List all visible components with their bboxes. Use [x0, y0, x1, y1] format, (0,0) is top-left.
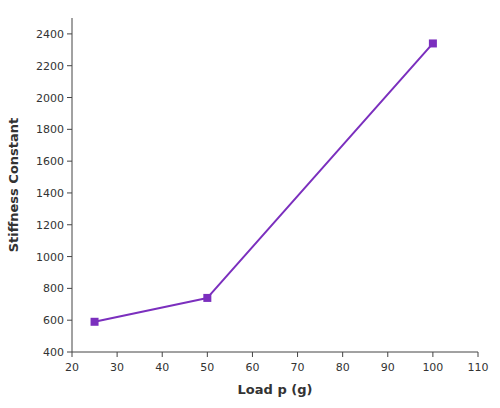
marker: [91, 318, 99, 326]
x-tick: [297, 352, 298, 357]
x-tick: [478, 352, 479, 357]
x-tick: [117, 352, 118, 357]
y-axis-label: Stiffness Constant: [6, 118, 21, 253]
x-tick-label: 20: [65, 361, 79, 374]
y-tick-label: 2400: [36, 28, 64, 41]
y-tick: [67, 352, 72, 353]
y-tick: [67, 33, 72, 34]
x-tick-label: 60: [245, 361, 259, 374]
y-tick-label: 1000: [36, 251, 64, 264]
x-axis-line: [72, 352, 478, 353]
marker: [203, 294, 211, 302]
y-tick: [67, 192, 72, 193]
y-tick-label: 2200: [36, 60, 64, 73]
x-tick: [252, 352, 253, 357]
y-tick: [67, 161, 72, 162]
x-tick: [387, 352, 388, 357]
x-tick-label: 90: [381, 361, 395, 374]
x-tick-label: 100: [422, 361, 443, 374]
x-tick-label: 30: [110, 361, 124, 374]
y-tick-label: 800: [43, 282, 64, 295]
x-tick-label: 110: [468, 361, 489, 374]
y-tick: [67, 256, 72, 257]
plot-area: [91, 39, 437, 325]
y-tick: [67, 288, 72, 289]
y-tick: [67, 224, 72, 225]
y-tick: [67, 129, 72, 130]
x-tick: [432, 352, 433, 357]
y-tick-label: 1800: [36, 123, 64, 136]
y-tick: [67, 65, 72, 66]
x-tick: [72, 352, 73, 357]
y-tick: [67, 97, 72, 98]
y-tick: [67, 320, 72, 321]
x-tick-label: 50: [200, 361, 214, 374]
x-tick: [162, 352, 163, 357]
line: [95, 43, 433, 321]
axes: 20 30 40 50 60 70 80 90 100 110 400 600 800 1000 1200 1…: [36, 18, 489, 374]
x-tick-label: 70: [291, 361, 305, 374]
marker: [429, 39, 437, 47]
y-tick-label: 2000: [36, 92, 64, 105]
y-tick-label: 1600: [36, 155, 64, 168]
chart-container: 20 30 40 50 60 70 80 90 100 110 400 600 800 1000 1200 1…: [0, 0, 500, 408]
y-tick-label: 600: [43, 314, 64, 327]
x-tick: [342, 352, 343, 357]
x-tick-label: 40: [155, 361, 169, 374]
y-tick-label: 400: [43, 346, 64, 359]
x-tick-label: 80: [336, 361, 350, 374]
y-axis-line: [72, 18, 73, 352]
x-axis-label: Load p (g): [238, 382, 313, 397]
x-tick: [207, 352, 208, 357]
y-tick-label: 1400: [36, 187, 64, 200]
chart: 20 30 40 50 60 70 80 90 100 110 400 600 800 1000 1200 1…: [0, 0, 500, 408]
y-tick-label: 1200: [36, 219, 64, 232]
